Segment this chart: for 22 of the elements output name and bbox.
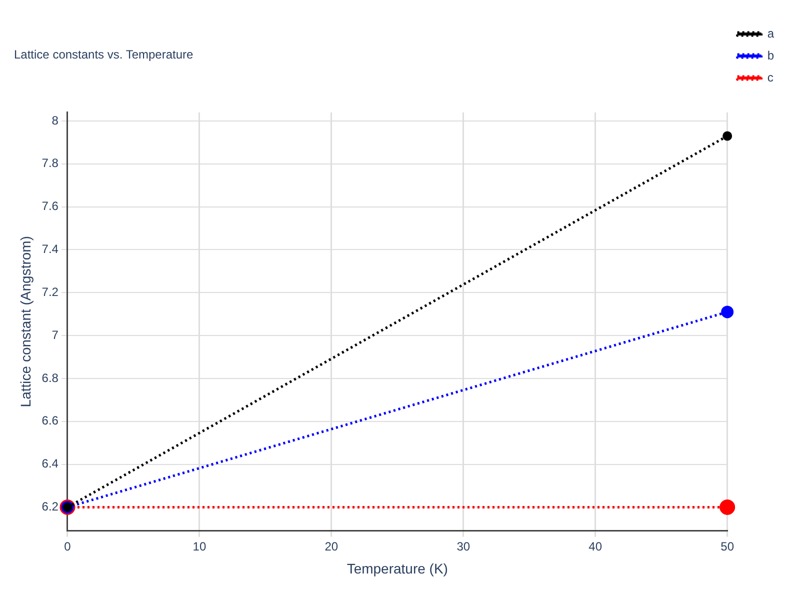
x-tick-label: 0 [64,539,72,554]
legend-label: c [767,70,774,84]
y-tick-label: 6.6 [42,414,59,428]
legend-label: a [767,26,774,40]
y-tick-label: 6.8 [42,370,59,385]
y-tick-label: 7.8 [42,156,59,170]
x-tick-label: 40 [588,539,602,554]
y-tick-label: 6.2 [42,500,59,514]
y-tick-label: 7.2 [42,284,59,299]
x-tick-label: 30 [456,539,470,554]
x-tick-label: 50 [720,539,734,554]
y-axis-title: Lattice constant (Angstrom) [17,236,34,408]
x-tick-label: 20 [324,539,338,554]
legend-label: b [767,48,774,62]
y-tick-label: 6.4 [42,456,59,471]
x-axis-title: Temperature (K) [346,560,448,576]
y-tick-label: 8 [52,113,59,128]
y-tick-label: 7.6 [42,199,59,214]
y-tick-label: 7.4 [42,242,59,256]
y-tick-label: 7 [52,328,59,342]
x-tick-label: 10 [192,539,206,554]
chart-title: Lattice constants vs. Temperature [14,48,194,62]
